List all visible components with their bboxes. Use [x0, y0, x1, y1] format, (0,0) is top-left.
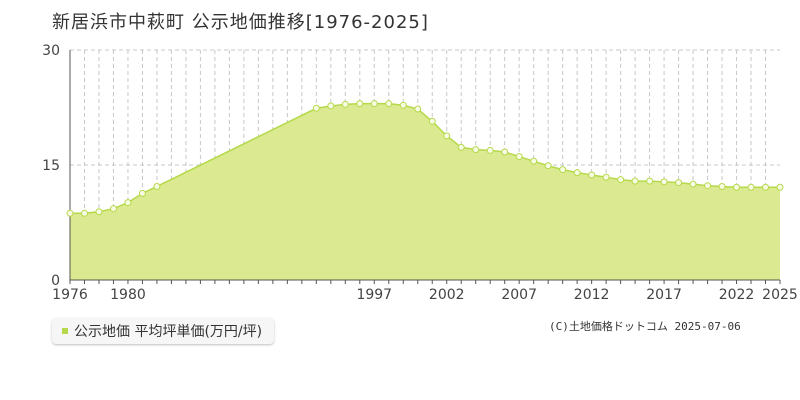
legend-swatch — [62, 328, 68, 334]
data-point — [588, 171, 596, 179]
data-point — [312, 104, 320, 112]
x-tick-label: 2002 — [429, 287, 465, 303]
data-point — [428, 117, 436, 125]
data-point — [443, 132, 451, 140]
y-tick-label: 30 — [42, 43, 60, 59]
x-tick-label: 2017 — [646, 287, 682, 303]
data-point — [95, 208, 103, 216]
data-point — [501, 148, 509, 156]
data-point — [733, 183, 741, 191]
credit-text: (C)土地価格ドットコム 2025-07-06 — [549, 320, 741, 333]
data-point — [602, 173, 610, 181]
x-tick-label: 2022 — [719, 287, 755, 303]
data-point — [109, 205, 117, 213]
data-point — [472, 146, 480, 154]
data-point — [689, 180, 697, 188]
x-tick-label: 2012 — [574, 287, 610, 303]
data-point — [718, 182, 726, 190]
data-point — [631, 177, 639, 185]
data-point — [356, 100, 364, 108]
data-point — [66, 209, 74, 217]
data-point — [370, 100, 378, 108]
data-point — [138, 189, 146, 197]
data-point — [559, 166, 567, 174]
data-point — [573, 169, 581, 177]
data-point — [399, 101, 407, 109]
legend-label: 公示地価 平均坪単価(万円/坪) — [74, 324, 263, 340]
data-point — [704, 182, 712, 190]
chart-title: 新居浜市中萩町 公示地価推移[1976-2025] — [52, 12, 429, 33]
legend: 公示地価 平均坪単価(万円/坪) — [52, 318, 275, 344]
x-tick-label: 2007 — [501, 287, 537, 303]
x-tick-label: 1976 — [52, 287, 88, 303]
data-point — [762, 183, 770, 191]
data-point — [675, 179, 683, 187]
y-tick-label: 0 — [51, 273, 60, 289]
x-tick-label: 2025 — [762, 287, 798, 303]
data-point — [515, 153, 523, 161]
data-point — [530, 157, 538, 165]
data-point — [457, 143, 465, 151]
area-layer — [70, 102, 780, 281]
area-fill — [70, 103, 780, 281]
data-point — [646, 177, 654, 185]
data-point — [747, 183, 755, 191]
label-layer: 0 15 30 1976 1980 1997 2002 2007 2012 2017 2022 202… — [42, 43, 798, 303]
data-point — [414, 105, 422, 113]
axis-layer — [69, 50, 781, 284]
data-point — [486, 146, 494, 154]
data-point — [80, 209, 88, 217]
data-point — [776, 183, 784, 191]
data-point — [341, 100, 349, 108]
data-point — [327, 102, 335, 110]
data-point — [385, 100, 393, 108]
series-line — [70, 102, 780, 215]
y-tick-label: 15 — [42, 158, 60, 174]
data-point — [544, 162, 552, 170]
point-layer — [66, 100, 784, 217]
data-point — [660, 178, 668, 186]
x-tick-label: 1980 — [110, 287, 146, 303]
x-tick-label: 1997 — [356, 287, 392, 303]
data-point — [124, 199, 132, 207]
data-point — [153, 182, 161, 190]
data-point — [617, 176, 625, 184]
